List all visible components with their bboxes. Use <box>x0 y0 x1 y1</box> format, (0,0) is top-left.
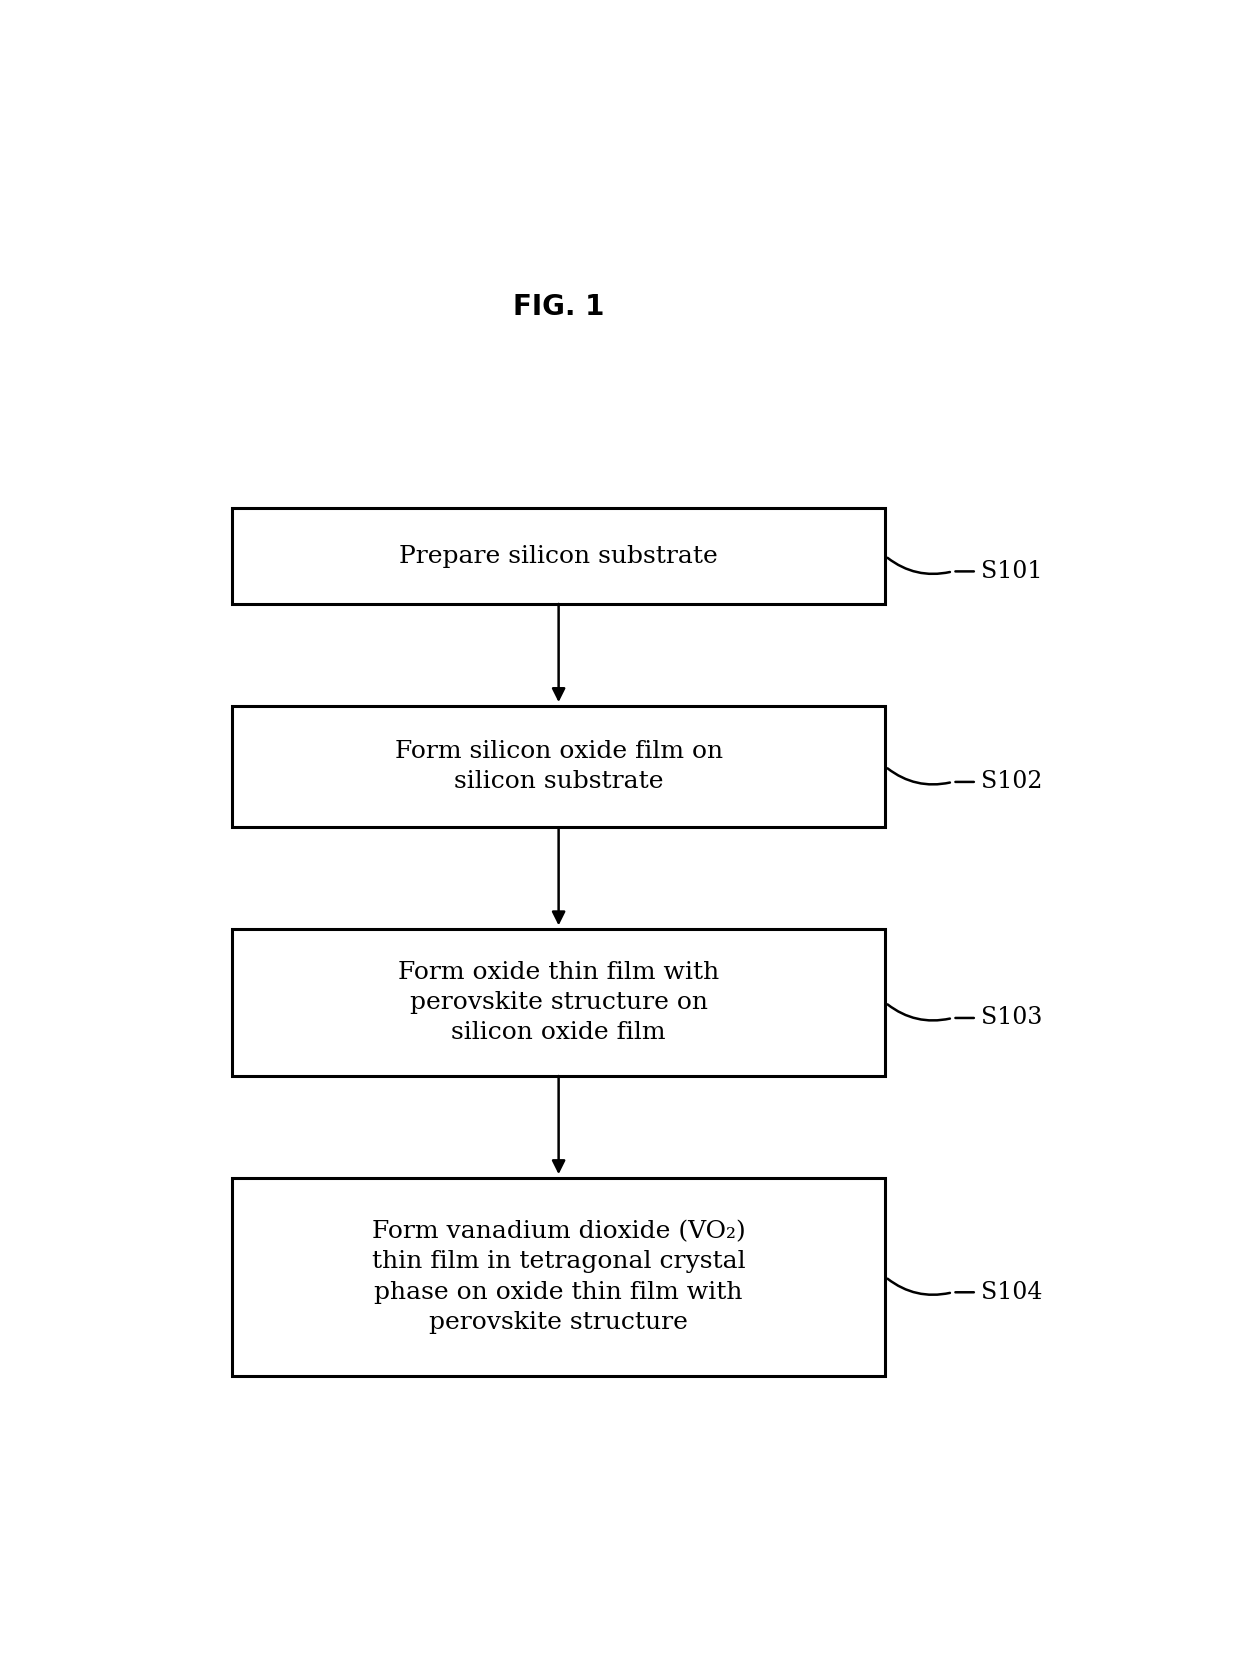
Bar <box>232 509 885 603</box>
Text: Form oxide thin film with
perovskite structure on
silicon oxide film: Form oxide thin film with perovskite str… <box>398 961 719 1044</box>
Text: S102: S102 <box>982 771 1043 794</box>
Text: Form vanadium dioxide (VO₂)
thin film in tetragonal crystal
phase on oxide thin : Form vanadium dioxide (VO₂) thin film in… <box>372 1220 745 1334</box>
Text: Form silicon oxide film on
silicon substrate: Form silicon oxide film on silicon subst… <box>394 741 723 794</box>
Text: FIG. 1: FIG. 1 <box>513 293 604 321</box>
Text: Prepare silicon substrate: Prepare silicon substrate <box>399 545 718 568</box>
Text: S101: S101 <box>982 560 1043 583</box>
Text: S103: S103 <box>982 1006 1043 1029</box>
Text: S104: S104 <box>982 1281 1043 1304</box>
Bar <box>232 706 885 827</box>
Bar <box>232 1178 885 1375</box>
Bar <box>232 930 885 1075</box>
